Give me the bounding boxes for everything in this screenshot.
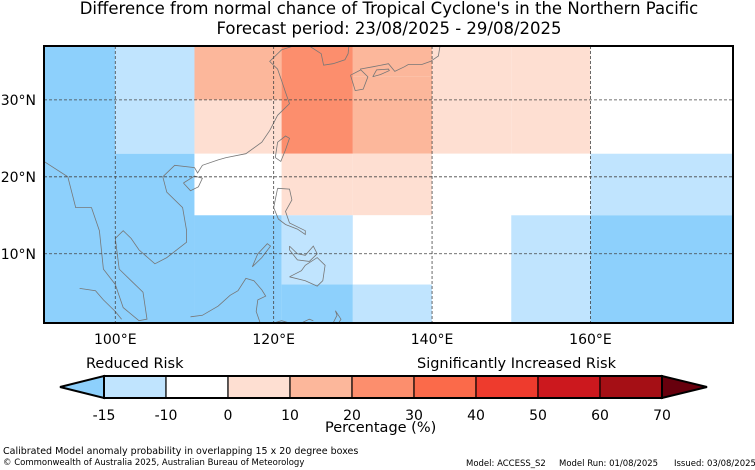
grid-cell bbox=[352, 153, 433, 216]
colorbar-segment bbox=[103, 375, 167, 399]
colorbar-tick-label: 70 bbox=[653, 408, 671, 424]
grid-cell bbox=[352, 284, 433, 323]
colorbar-segment bbox=[351, 375, 415, 399]
caption: Calibrated Model anomaly probability in … bbox=[3, 446, 359, 457]
grid-cell bbox=[281, 215, 353, 285]
grid-cell bbox=[194, 99, 282, 154]
grid-cell bbox=[44, 46, 116, 323]
hainan-coast bbox=[183, 175, 203, 192]
grid-cell bbox=[194, 215, 282, 323]
colorbar-tick-label: 40 bbox=[467, 408, 485, 424]
colorbar-segment bbox=[165, 375, 229, 399]
colorbar-tick-label: -15 bbox=[93, 408, 116, 424]
probability-grid bbox=[44, 46, 733, 323]
colorbar-tick-label: 60 bbox=[591, 408, 609, 424]
luzon-coast bbox=[273, 187, 306, 236]
map-title: Difference from normal chance of Tropica… bbox=[79, 0, 699, 18]
asia-mainland-coast bbox=[43, 45, 294, 322]
colorbar-tick-label: 10 bbox=[281, 408, 299, 424]
shikoku-coast bbox=[372, 68, 390, 78]
palawan-coast bbox=[251, 243, 272, 268]
colorbar-xlabel: Percentage (%) bbox=[325, 420, 437, 436]
lon-tick-label: 100°E bbox=[94, 332, 137, 348]
grid-cell bbox=[352, 215, 433, 285]
grid-cell bbox=[352, 76, 433, 154]
colorbar-segment bbox=[537, 375, 601, 399]
honshu-coast bbox=[359, 45, 441, 72]
colorbar: -15 -10 0 10 20 30 40 50 60 70 bbox=[59, 374, 708, 424]
sumatra-coast bbox=[79, 288, 122, 320]
kyushu-coast bbox=[350, 69, 369, 92]
borneo-coast bbox=[190, 277, 267, 324]
lon-tick-label: 160°E bbox=[569, 332, 612, 348]
colorbar-segment bbox=[599, 375, 663, 399]
grid-cell bbox=[281, 284, 353, 323]
mindanao-coast bbox=[289, 257, 326, 287]
model-name: Model: ACCESS_S2 bbox=[466, 459, 546, 469]
grid-cell bbox=[194, 153, 282, 216]
grid-cell bbox=[281, 46, 353, 154]
colorbar-over-arrow bbox=[661, 374, 708, 400]
grid-cell bbox=[432, 153, 512, 323]
grid-cell bbox=[590, 153, 733, 216]
colorbar-segment bbox=[475, 375, 539, 399]
reduced-risk-label: Reduced Risk bbox=[86, 356, 184, 372]
colorbar-tick-label: -10 bbox=[155, 408, 178, 424]
grid-cell bbox=[590, 215, 733, 323]
grid-cell bbox=[511, 153, 591, 216]
grid-cell bbox=[115, 153, 195, 323]
grid-cell bbox=[194, 46, 282, 100]
colorbar-tick-label: 50 bbox=[529, 408, 547, 424]
colorbar-tick-label: 0 bbox=[224, 408, 233, 424]
taiwan-coast bbox=[274, 135, 290, 163]
colorbar-tick-label: 20 bbox=[343, 408, 361, 424]
gridlines bbox=[44, 46, 733, 323]
lon-tick-label: 120°E bbox=[252, 332, 295, 348]
halmahera-coast bbox=[332, 310, 342, 324]
visayas-coast bbox=[289, 245, 318, 262]
colorbar-segment bbox=[413, 375, 477, 399]
grid-cell bbox=[281, 153, 353, 216]
increased-risk-label: Significantly Increased Risk bbox=[417, 356, 616, 372]
grid-cell bbox=[352, 46, 433, 77]
lon-tick-label: 140°E bbox=[411, 332, 454, 348]
model-run: Model Run: 01/08/2025 bbox=[559, 459, 659, 469]
issued-date: Issued: 03/08/2025 bbox=[674, 459, 755, 469]
map-frame bbox=[43, 45, 734, 324]
copyright: © Commonwealth of Australia 2025, Austra… bbox=[3, 458, 305, 468]
korea-coast bbox=[309, 45, 350, 66]
colorbar-tick-label: 30 bbox=[405, 408, 423, 424]
forecast-period: Forecast period: 23/08/2025 - 29/08/2025 bbox=[216, 19, 562, 38]
colorbar-outline bbox=[103, 375, 663, 399]
colorbar-segment bbox=[227, 375, 291, 399]
colorbar-under-arrow bbox=[59, 374, 105, 400]
colorbar-segment bbox=[289, 375, 353, 399]
grid-cell bbox=[511, 215, 591, 323]
coastlines bbox=[43, 45, 441, 324]
lat-tick-label: 10°N bbox=[1, 247, 36, 263]
axis-ticks: 100°E 120°E 140°E 160°E 30°N 20°N 10°N bbox=[1, 93, 612, 348]
lat-tick-label: 20°N bbox=[1, 170, 36, 186]
lat-tick-label: 30°N bbox=[1, 93, 36, 109]
